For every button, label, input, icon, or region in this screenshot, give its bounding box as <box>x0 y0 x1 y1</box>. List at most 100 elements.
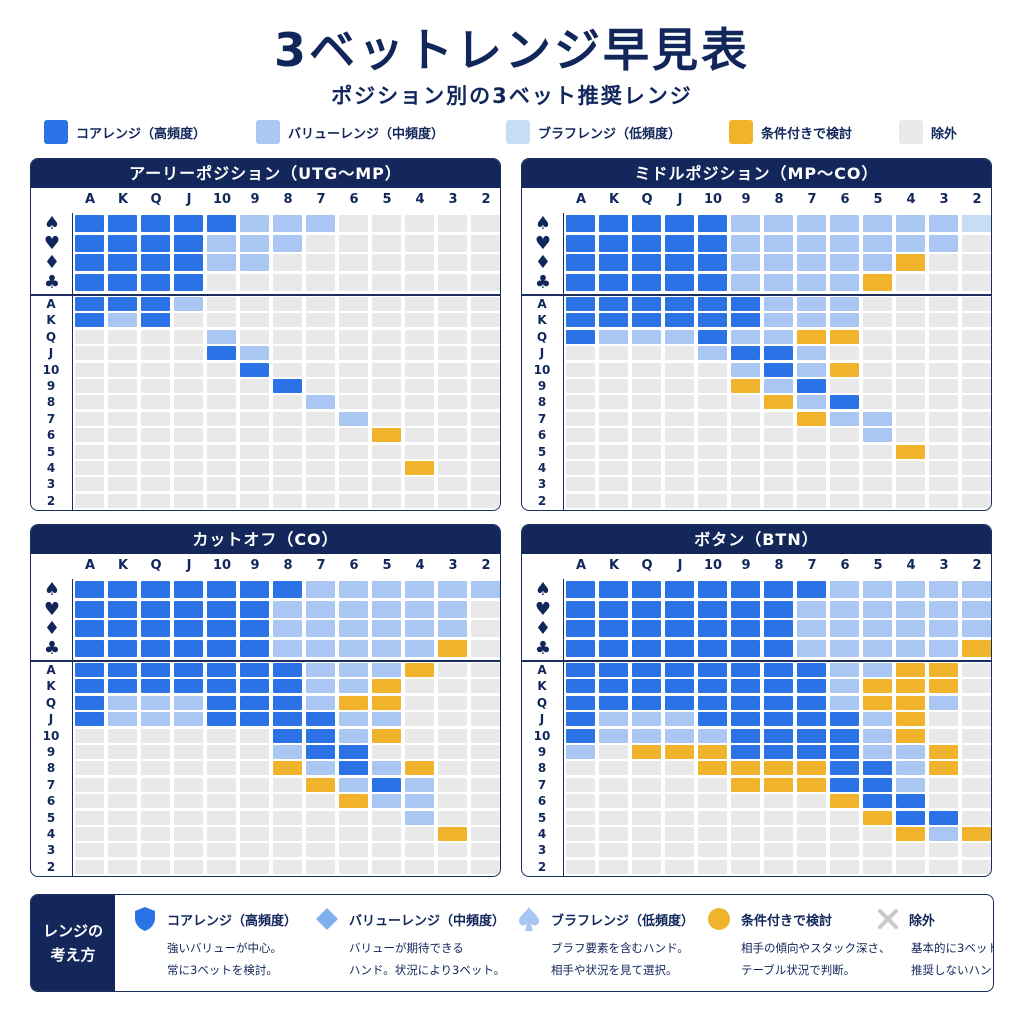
range-cell-value <box>830 663 859 677</box>
range-cell-core <box>339 745 368 759</box>
club-icon: ♣ <box>43 637 61 659</box>
range-cell-excluded <box>698 477 727 492</box>
range-cell-excluded <box>174 859 203 874</box>
range-cell-excluded <box>372 859 401 874</box>
range-cell-core <box>566 297 595 311</box>
range-cell-excluded <box>339 254 368 271</box>
range-cell-value <box>306 395 335 410</box>
range-cell-excluded <box>863 379 892 393</box>
range-cell-excluded <box>929 444 958 459</box>
legend-label: 条件付きで検討 <box>761 126 853 142</box>
range-cell-core <box>764 620 793 637</box>
range-cell-excluded <box>339 234 368 252</box>
row-label-7: 7 <box>537 411 547 426</box>
range-cell-excluded <box>665 379 694 393</box>
column-label-5: 5 <box>382 192 392 207</box>
range-cell-excluded <box>896 411 925 426</box>
range-cell-excluded <box>764 794 793 809</box>
range-cell-excluded <box>929 794 958 809</box>
range-cell-excluded <box>471 379 500 393</box>
range-cell-excluded <box>174 477 203 492</box>
range-cell-core <box>731 745 760 759</box>
row-label-6: 6 <box>537 428 547 443</box>
range-cell-excluded <box>599 810 628 825</box>
range-cell-excluded <box>405 695 434 710</box>
range-cell-excluded <box>108 461 137 475</box>
range-cell-value <box>273 620 302 637</box>
column-label-Q: Q <box>641 558 653 573</box>
range-cell-excluded <box>599 346 628 361</box>
range-cell-excluded <box>566 477 595 492</box>
row-label-J: J <box>48 346 54 361</box>
range-cell-excluded <box>731 461 760 475</box>
range-cell-excluded <box>438 477 467 492</box>
range-cell-excluded <box>929 712 958 727</box>
column-label-2: 2 <box>481 192 491 207</box>
range-cell-core <box>599 620 628 637</box>
range-cell-excluded <box>632 761 661 776</box>
range-cell-core <box>566 313 595 328</box>
range-cell-excluded <box>207 777 236 792</box>
range-cell-excluded <box>405 297 434 311</box>
diamond-suit-icon: ♦ <box>534 252 552 273</box>
range-cell-excluded <box>240 428 269 443</box>
range-cell-core <box>75 620 104 637</box>
range-cell-excluded <box>962 761 991 776</box>
range-cell-excluded <box>962 234 991 252</box>
range-cell-core <box>698 273 727 291</box>
range-cell-excluded <box>471 745 500 759</box>
range-cell-excluded <box>273 827 302 841</box>
range-cell-core <box>566 663 595 677</box>
circle-icon <box>707 907 731 931</box>
range-cell-excluded <box>174 362 203 377</box>
range-cell-excluded <box>273 843 302 858</box>
column-label-9: 9 <box>741 192 751 207</box>
range-cell-excluded <box>764 461 793 475</box>
range-cell-core <box>273 728 302 743</box>
range-cell-excluded <box>273 794 302 809</box>
range-cell-value <box>929 827 958 841</box>
range-cell-core <box>665 620 694 637</box>
range-cell-excluded <box>764 810 793 825</box>
range-cell-value <box>306 600 335 618</box>
range-cell-excluded <box>471 215 500 232</box>
range-cell-excluded <box>438 234 467 252</box>
range-cell-excluded <box>962 728 991 743</box>
range-cell-excluded <box>108 379 137 393</box>
range-cell-excluded <box>405 444 434 459</box>
range-cell-excluded <box>471 859 500 874</box>
range-cell-excluded <box>108 411 137 426</box>
range-cell-core <box>273 581 302 598</box>
range-cell-core <box>273 695 302 710</box>
range-cell-excluded <box>75 728 104 743</box>
range-cell-excluded <box>306 313 335 328</box>
range-cell-excluded <box>471 346 500 361</box>
range-cell-excluded <box>471 827 500 841</box>
range-cell-value <box>929 600 958 618</box>
range-grid <box>563 213 991 510</box>
range-cell-excluded <box>471 428 500 443</box>
range-cell-excluded <box>339 444 368 459</box>
range-cell-excluded <box>731 859 760 874</box>
row-label-2: 2 <box>537 859 547 874</box>
column-label-Q: Q <box>150 192 162 207</box>
range-cell-value <box>306 639 335 657</box>
range-cell-core <box>174 639 203 657</box>
range-cell-excluded <box>830 346 859 361</box>
range-cell-excluded <box>108 362 137 377</box>
range-cell-excluded <box>306 346 335 361</box>
range-cell-value <box>273 215 302 232</box>
row-label-3: 3 <box>537 477 547 492</box>
range-cell-value <box>731 362 760 377</box>
range-cell-excluded <box>962 428 991 443</box>
range-cell-core <box>108 581 137 598</box>
range-cell-value <box>863 663 892 677</box>
range-cell-value <box>830 313 859 328</box>
range-cell-excluded <box>273 329 302 344</box>
range-cell-excluded <box>830 379 859 393</box>
range-cell-core <box>306 712 335 727</box>
range-cell-core <box>665 254 694 271</box>
range-cell-value <box>632 728 661 743</box>
range-cell-excluded <box>141 346 170 361</box>
range-cell-core <box>141 663 170 677</box>
